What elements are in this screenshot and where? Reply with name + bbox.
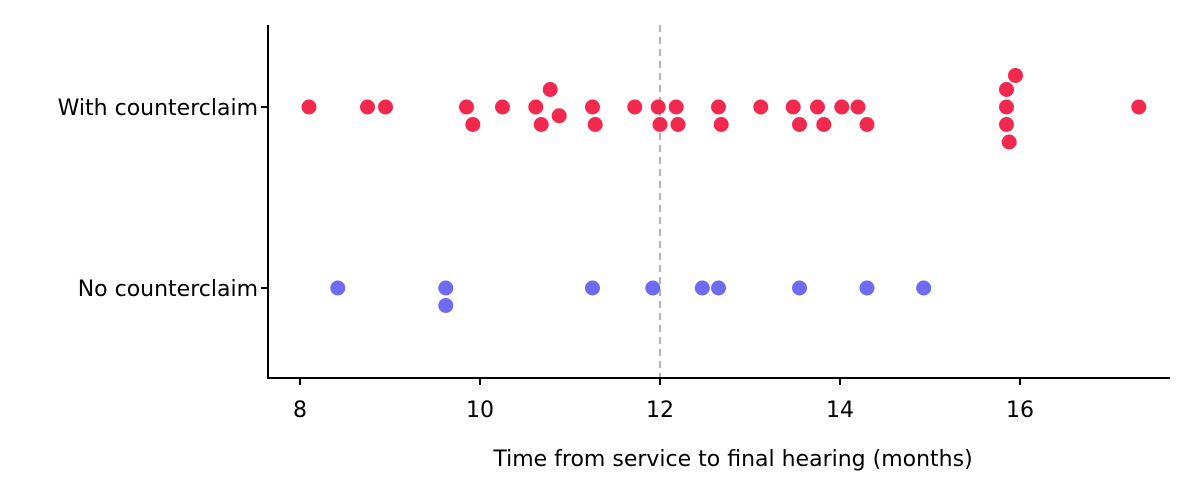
point-no-counterclaim-9 — [916, 280, 932, 296]
x-ticks-layer: 8 10 12 14 16 — [293, 378, 1034, 423]
point-with-counterclaim-19 — [753, 99, 769, 115]
x-axis-title: Time from service to final hearing (mont… — [492, 447, 972, 472]
point-with-counterclaim-17 — [711, 99, 726, 115]
point-no-counterclaim-7 — [792, 280, 807, 296]
x-tick-label-8: 8 — [293, 398, 307, 423]
point-with-counterclaim-24 — [834, 99, 850, 115]
point-with-counterclaim-20 — [785, 99, 801, 115]
point-with-counterclaim-2 — [378, 99, 393, 115]
point-with-counterclaim-15 — [668, 99, 684, 115]
point-with-counterclaim-6 — [528, 99, 544, 115]
point-no-counterclaim-6 — [711, 280, 726, 296]
data-points-layer — [301, 68, 1147, 313]
point-no-counterclaim-5 — [694, 280, 710, 296]
point-with-counterclaim-30 — [1001, 134, 1017, 150]
point-with-counterclaim-21 — [792, 117, 807, 132]
point-no-counterclaim-8 — [859, 280, 875, 296]
point-with-counterclaim-18 — [713, 117, 729, 132]
point-no-counterclaim-3 — [585, 280, 600, 296]
point-with-counterclaim-8 — [542, 82, 558, 97]
point-with-counterclaim-3 — [459, 99, 474, 115]
category-label-with-counterclaim: With counterclaim — [58, 96, 258, 121]
point-no-counterclaim-4 — [645, 280, 661, 296]
point-with-counterclaim-1 — [360, 99, 375, 115]
point-with-counterclaim-13 — [650, 99, 666, 115]
x-tick-label-14: 14 — [826, 398, 854, 423]
point-with-counterclaim-28 — [999, 117, 1014, 132]
point-with-counterclaim-12 — [627, 99, 643, 115]
point-with-counterclaim-7 — [533, 117, 549, 132]
point-with-counterclaim-31 — [1008, 68, 1023, 83]
point-with-counterclaim-23 — [816, 117, 832, 132]
point-with-counterclaim-27 — [999, 99, 1014, 115]
point-no-counterclaim-1 — [438, 280, 454, 296]
category-labels-layer: With counterclaim No counterclaim — [58, 96, 268, 302]
point-with-counterclaim-11 — [587, 117, 603, 132]
point-with-counterclaim-10 — [585, 99, 600, 115]
point-with-counterclaim-5 — [495, 99, 510, 115]
point-no-counterclaim-0 — [330, 280, 346, 296]
point-with-counterclaim-9 — [551, 108, 567, 124]
point-with-counterclaim-32 — [1131, 99, 1147, 115]
point-with-counterclaim-0 — [301, 99, 317, 115]
point-with-counterclaim-22 — [810, 99, 825, 115]
x-tick-label-12: 12 — [646, 398, 674, 423]
point-no-counterclaim-2 — [438, 298, 454, 313]
x-tick-label-10: 10 — [466, 398, 494, 423]
point-with-counterclaim-16 — [670, 117, 686, 132]
point-with-counterclaim-14 — [652, 117, 668, 132]
point-with-counterclaim-29 — [999, 82, 1014, 97]
point-with-counterclaim-26 — [859, 117, 875, 132]
axes-layer — [267, 25, 1170, 379]
point-with-counterclaim-25 — [850, 99, 866, 115]
category-label-no-counterclaim: No counterclaim — [78, 277, 258, 302]
point-with-counterclaim-4 — [465, 117, 481, 132]
x-tick-label-16: 16 — [1006, 398, 1034, 423]
